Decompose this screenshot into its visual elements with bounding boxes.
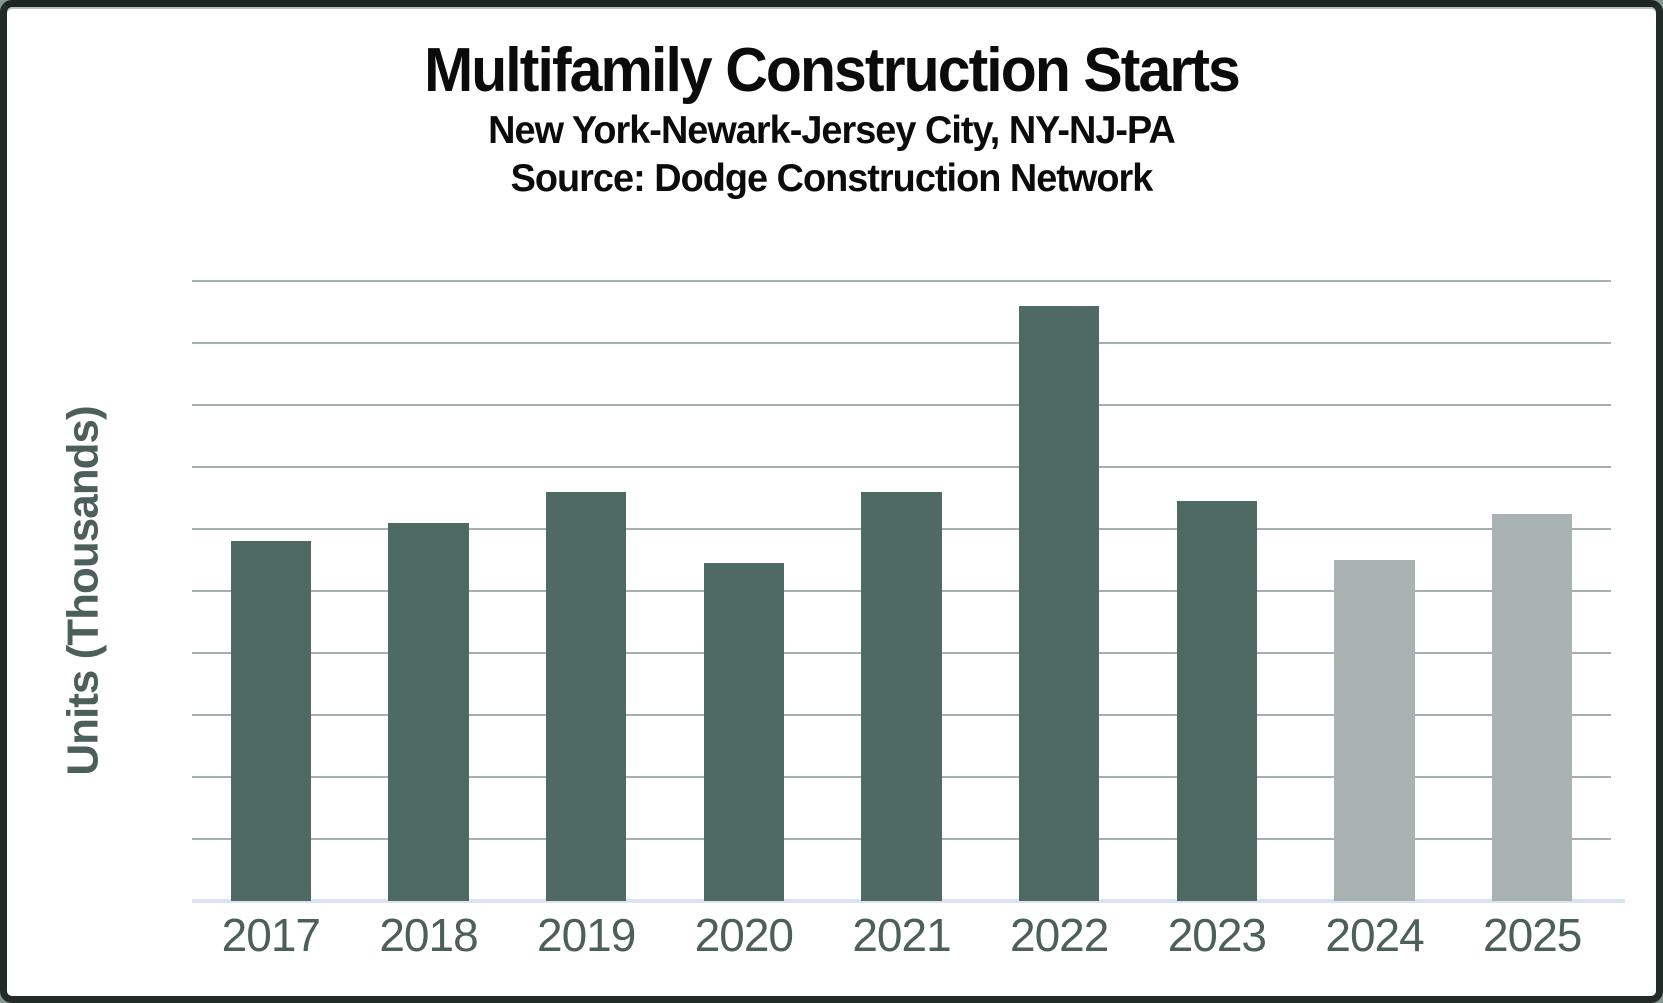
chart-source: Source: Dodge Construction Network [510,157,1154,200]
chart-title: Multifamily Construction Starts [424,36,1241,105]
chart-header: Multifamily Construction Starts New York… [7,35,1656,203]
x-axis-baseline [192,899,1626,903]
y-axis-title: Units (Thousands) [19,281,149,901]
bar-2017 [230,541,312,901]
bar-slot [192,281,350,901]
x-axis-tick-labels: 2017 2018 2019 2020 2021 2022 2023 2024 2025 [192,912,1611,958]
bar-slot [1296,281,1454,901]
bar-slot [823,281,981,901]
bar-2021 [861,491,942,901]
x-tick-label-2018: 2018 [379,909,478,961]
bar-2022 [1018,305,1100,901]
x-tick-label-2020: 2020 [694,909,794,961]
x-tick-label-2022: 2022 [1010,909,1109,961]
bar-slot [665,281,823,901]
x-tick-label-2024: 2024 [1325,909,1424,961]
gridline [192,466,1611,468]
bar-slot [980,281,1138,901]
y-axis-title-text: Units (Thousands) [59,406,109,776]
gridline [192,342,1611,344]
bar-2024 [1334,560,1415,901]
x-tick-label-2019: 2019 [537,909,636,961]
bar-2019 [545,491,627,901]
x-tick-label-2017: 2017 [221,909,321,961]
bar-2025 [1492,513,1573,901]
bar-slot [350,281,508,901]
x-tick-label-2025: 2025 [1483,909,1582,961]
bar-2018 [388,522,469,901]
bar-slot [1453,281,1611,901]
bar-2020 [703,563,785,901]
bar-2023 [1176,501,1258,901]
chart-subtitle: New York-Newark-Jersey City, NY-NJ-PA [488,109,1176,152]
bar-slot [1138,281,1296,901]
x-tick-label-2021: 2021 [852,909,951,961]
bar-slot [507,281,665,901]
gridline [192,404,1611,406]
plot-area [192,280,1626,903]
bar-series [192,281,1611,901]
x-tick-label-2023: 2023 [1167,909,1267,961]
gridline [192,280,1611,282]
